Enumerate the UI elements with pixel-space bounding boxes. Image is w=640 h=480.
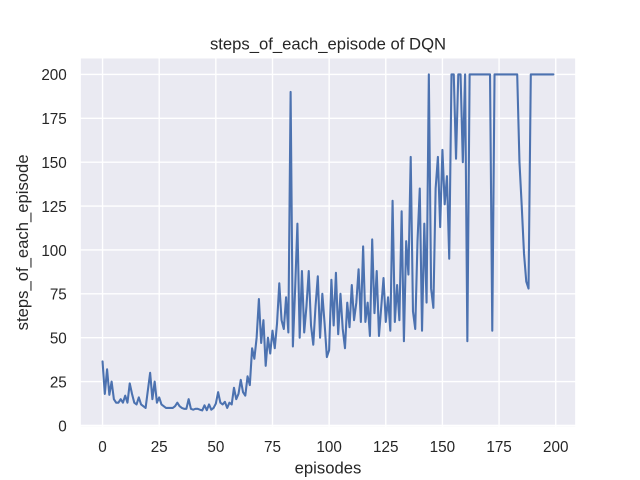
svg-text:steps_of_each_episode of DQN: steps_of_each_episode of DQN: [210, 34, 446, 53]
svg-text:200: 200: [543, 439, 568, 456]
svg-text:0: 0: [98, 439, 107, 456]
svg-text:100: 100: [316, 439, 341, 456]
svg-text:150: 150: [41, 155, 66, 172]
svg-text:125: 125: [41, 199, 66, 216]
svg-text:25: 25: [50, 374, 67, 391]
svg-text:25: 25: [151, 439, 168, 456]
svg-text:200: 200: [41, 67, 66, 84]
svg-text:episodes: episodes: [295, 458, 362, 477]
svg-text:125: 125: [373, 439, 398, 456]
svg-text:100: 100: [41, 243, 66, 260]
svg-text:0: 0: [58, 418, 67, 435]
svg-text:150: 150: [430, 439, 455, 456]
svg-text:50: 50: [207, 439, 224, 456]
svg-text:175: 175: [486, 439, 511, 456]
svg-text:175: 175: [41, 111, 66, 128]
svg-text:steps_of_each_episode: steps_of_each_episode: [13, 154, 32, 330]
svg-text:75: 75: [50, 287, 67, 304]
svg-text:75: 75: [264, 439, 281, 456]
svg-text:50: 50: [50, 331, 67, 348]
